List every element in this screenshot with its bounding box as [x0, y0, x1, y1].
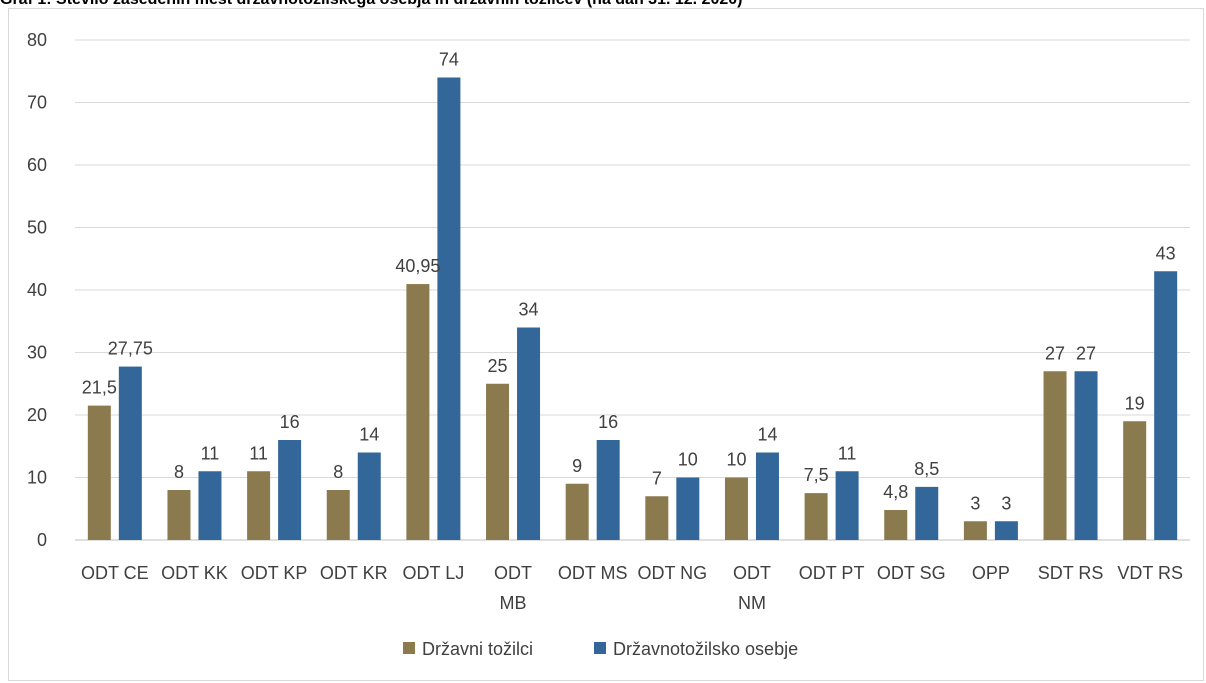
bar [994, 521, 1018, 540]
y-tick-label: 40 [27, 280, 47, 300]
data-label: 11 [838, 443, 857, 463]
bar [167, 490, 191, 540]
data-label: 8 [333, 462, 343, 482]
data-label: 4,8 [883, 482, 908, 502]
data-label: 14 [757, 425, 777, 445]
bar [87, 405, 111, 540]
bar [835, 471, 859, 540]
data-label: 8 [174, 462, 184, 482]
bar [884, 510, 908, 540]
data-label: 74 [439, 50, 459, 70]
x-tick-label: ODT KP [241, 563, 308, 583]
bar [565, 483, 589, 540]
bar [1074, 371, 1098, 540]
bar [1154, 271, 1178, 540]
data-label: 27 [1045, 343, 1065, 363]
chart-title: Graf 1: Število zasedenih mest državnoto… [0, 0, 1206, 11]
y-tick-label: 80 [27, 30, 47, 50]
bars [87, 77, 1178, 540]
y-tick-label: 0 [37, 530, 47, 550]
x-tick-label: ODT PT [799, 563, 865, 583]
y-tick-label: 60 [27, 155, 47, 175]
data-label: 27 [1076, 343, 1096, 363]
chart-frame [8, 8, 1204, 681]
data-label: 14 [359, 425, 379, 445]
data-label: 27,75 [108, 339, 153, 359]
data-label: 10 [678, 450, 698, 470]
data-label: 3 [1001, 493, 1011, 513]
bar [486, 383, 510, 540]
bar [724, 477, 748, 540]
x-tick-label: ODT KR [320, 563, 388, 583]
x-tick-label: ODT SG [877, 563, 946, 583]
x-tick-label: ODT MS [558, 563, 628, 583]
data-label: 19 [1125, 393, 1145, 413]
x-tick-label: ODT CE [81, 563, 149, 583]
data-labels: 21,5 27,75 8 11 11 16 8 14 40,95 74 25 34 9 16 7 10 10 14… [82, 50, 1176, 514]
gridlines [75, 39, 1190, 541]
x-tick-label: SDT RS [1038, 563, 1104, 583]
data-label: 21,5 [82, 378, 117, 398]
data-label: 7 [652, 468, 662, 488]
data-label: 11 [201, 443, 220, 463]
legend-label: Državni tožilci [422, 639, 533, 659]
bar [247, 471, 271, 540]
y-tick-label: 20 [27, 405, 47, 425]
y-axis-ticks: 0 10 20 30 40 50 60 70 80 [27, 30, 47, 550]
bar [326, 490, 350, 540]
x-tick-label: OPP [972, 563, 1010, 583]
legend-label: Državnotožilsko osebje [613, 639, 798, 659]
data-label: 40,95 [395, 256, 440, 276]
bar [437, 77, 461, 540]
data-label: 11 [249, 443, 268, 463]
legend: Državni tožilci Državnotožilsko osebje [403, 639, 798, 659]
bar [357, 452, 381, 540]
data-label: 8,5 [914, 459, 939, 479]
data-label: 3 [970, 493, 980, 513]
y-tick-label: 50 [27, 218, 47, 238]
x-axis-ticks: ODT CE ODT KK ODT KP ODT KR ODT LJ ODT MB ODT M… [81, 563, 1183, 613]
bar [596, 440, 620, 540]
data-label: 9 [572, 456, 582, 476]
x-tick-label: ODT KK [161, 563, 228, 583]
y-tick-label: 70 [27, 93, 47, 113]
data-label: 43 [1156, 243, 1176, 263]
y-tick-label: 30 [27, 343, 47, 363]
bar [517, 327, 541, 540]
bar [1123, 421, 1147, 540]
data-label: 7,5 [804, 465, 829, 485]
bar [1043, 371, 1067, 540]
legend-swatch [403, 642, 415, 654]
bar [198, 471, 222, 540]
bar [915, 486, 939, 540]
data-label: 34 [519, 300, 539, 320]
x-tick-label: ODT NG [637, 563, 707, 583]
y-tick-label: 10 [27, 468, 47, 488]
data-label: 25 [488, 356, 508, 376]
x-tick-label: ODT NM [733, 563, 771, 613]
bar [804, 493, 828, 540]
bar [645, 496, 669, 540]
data-label: 16 [280, 412, 300, 432]
data-label: 16 [598, 412, 618, 432]
x-tick-label: ODT MB [494, 563, 532, 613]
x-tick-label: ODT LJ [403, 563, 465, 583]
bar [118, 366, 142, 540]
data-label: 10 [726, 450, 746, 470]
bar [406, 284, 430, 540]
bar [755, 452, 779, 540]
legend-swatch [594, 642, 606, 654]
bar [676, 477, 700, 540]
x-tick-label: VDT RS [1117, 563, 1183, 583]
bar [963, 521, 987, 540]
bar [278, 440, 302, 540]
